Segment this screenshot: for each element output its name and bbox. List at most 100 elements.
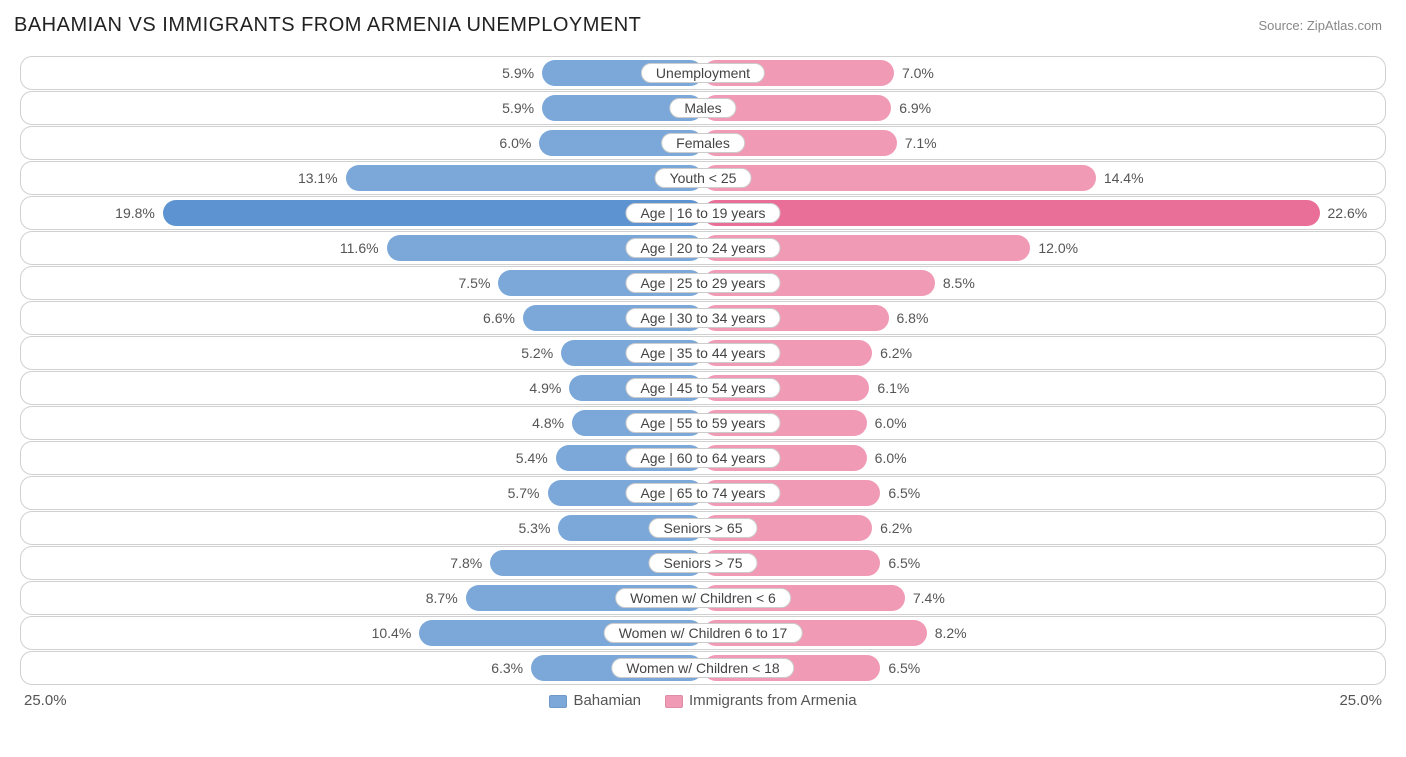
bar-half-right: 6.2% [703,512,1385,544]
bar-half-right: 8.5% [703,267,1385,299]
category-label: Age | 55 to 59 years [625,413,780,433]
value-right: 7.0% [902,65,934,81]
bar-half-left: 7.5% [21,267,703,299]
axis-right-max: 25.0% [1339,692,1382,709]
category-label: Age | 30 to 34 years [625,308,780,328]
bar-half-left: 5.9% [21,57,703,89]
bar-half-left: 6.3% [21,652,703,684]
bar-half-left: 4.8% [21,407,703,439]
chart-row: 5.4%6.0%Age | 60 to 64 years [20,441,1386,475]
chart-row: 6.3% 6.5% Women w/ Children < 18 [20,651,1386,685]
value-right: 6.0% [875,415,907,431]
value-left: 4.9% [529,380,561,396]
value-left: 5.7% [508,485,540,501]
value-right: 6.5% [888,660,920,676]
bar-half-left: 8.7% [21,582,703,614]
bar-half-right: 7.4% [703,582,1385,614]
chart-row: 5.9% 7.0% Unemployment [20,56,1386,90]
category-label: Seniors > 75 [649,553,758,573]
chart-row: 13.1%14.4%Youth < 25 [20,161,1386,195]
bar-half-right: 6.1% [703,372,1385,404]
category-label: Age | 35 to 44 years [625,343,780,363]
category-label: Age | 20 to 24 years [625,238,780,258]
bar-right [703,165,1096,191]
bar-half-left: 5.3% [21,512,703,544]
value-right: 6.1% [877,380,909,396]
bar-half-right: 8.2% [703,617,1385,649]
bar-half-left: 5.9% [21,92,703,124]
bar-half-left: 5.4% [21,442,703,474]
chart-title: BAHAMIAN VS IMMIGRANTS FROM ARMENIA UNEM… [14,14,641,37]
value-right: 7.1% [905,135,937,151]
category-label: Age | 60 to 64 years [625,448,780,468]
value-right: 8.5% [943,275,975,291]
value-left: 5.9% [502,100,534,116]
axis-left-max: 25.0% [24,692,67,709]
legend: Bahamian Immigrants from Armenia [549,692,856,709]
bar-left [163,200,703,226]
bar-half-right: 6.2% [703,337,1385,369]
chart-row: 5.7% 6.5% Age | 65 to 74 years [20,476,1386,510]
chart-area: 5.9% 7.0% Unemployment 5.9%6.9%Males 6.0% 7.1… [10,56,1396,685]
chart-row: 7.5% 8.5% Age | 25 to 29 years [20,266,1386,300]
value-left: 6.6% [483,310,515,326]
value-right: 6.8% [897,310,929,326]
value-left: 5.9% [502,65,534,81]
value-left: 7.8% [450,555,482,571]
chart-row: 5.9%6.9%Males [20,91,1386,125]
category-label: Women w/ Children < 18 [611,658,794,678]
value-left: 19.8% [115,205,155,221]
value-left: 10.4% [372,625,412,641]
bar-half-left: 10.4% [21,617,703,649]
value-left: 5.2% [521,345,553,361]
value-right: 12.0% [1038,240,1078,256]
chart-row: 5.2% 6.2%Age | 35 to 44 years [20,336,1386,370]
category-label: Age | 25 to 29 years [625,273,780,293]
category-label: Age | 65 to 74 years [625,483,780,503]
bar-half-right: 6.5% [703,652,1385,684]
category-label: Women w/ Children < 6 [615,588,791,608]
legend-swatch-bahamian [549,695,567,708]
bar-half-right: 7.0% [703,57,1385,89]
bar-half-left: 6.6% [21,302,703,334]
value-right: 6.2% [880,520,912,536]
chart-row: 7.8% 6.5% Seniors > 75 [20,546,1386,580]
bar-half-right: 6.5% [703,547,1385,579]
category-label: Unemployment [641,63,765,83]
bar-half-left: 6.0% [21,127,703,159]
bar-half-left: 11.6% [21,232,703,264]
bar-half-left: 4.9% [21,372,703,404]
chart-footer: 25.0% Bahamian Immigrants from Armenia 2… [10,686,1396,709]
bar-half-right: 22.6% [703,197,1385,229]
bar-half-right: 12.0% [703,232,1385,264]
legend-label-bahamian: Bahamian [573,692,641,709]
bar-half-right: 6.0% [703,407,1385,439]
bar-right [703,200,1320,226]
chart-row: 8.7% 7.4% Women w/ Children < 6 [20,581,1386,615]
value-left: 11.6% [340,240,379,256]
bar-half-right: 6.5% [703,477,1385,509]
value-left: 13.1% [298,170,338,186]
category-label: Women w/ Children 6 to 17 [604,623,803,643]
value-right: 8.2% [935,625,967,641]
chart-row: 5.3% 6.2% Seniors > 65 [20,511,1386,545]
chart-row: 4.9%6.1%Age | 45 to 54 years [20,371,1386,405]
bar-half-left: 5.2% [21,337,703,369]
value-right: 7.4% [913,590,945,606]
bar-half-left: 13.1% [21,162,703,194]
value-right: 6.5% [888,485,920,501]
value-left: 5.3% [519,520,551,536]
value-left: 4.8% [532,415,564,431]
bar-half-right: 14.4% [703,162,1385,194]
chart-row: 4.8% 6.0% Age | 55 to 59 years [20,406,1386,440]
category-label: Seniors > 65 [649,518,758,538]
value-right: 6.5% [888,555,920,571]
bar-half-left: 19.8% [21,197,703,229]
legend-item-armenia: Immigrants from Armenia [665,692,857,709]
value-right: 22.6% [1328,205,1368,221]
legend-item-bahamian: Bahamian [549,692,641,709]
chart-row: 11.6% 12.0% Age | 20 to 24 years [20,231,1386,265]
value-left: 6.0% [499,135,531,151]
value-left: 8.7% [426,590,458,606]
category-label: Age | 16 to 19 years [625,203,780,223]
